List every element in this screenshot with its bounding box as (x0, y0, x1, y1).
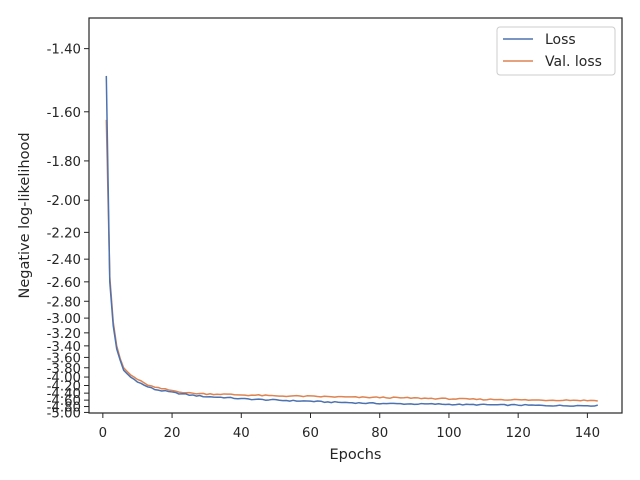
y-tick-label: -2.00 (47, 194, 81, 209)
y-tick-label: -1.60 (47, 106, 81, 121)
y-tick-label: -4.80 (47, 401, 81, 416)
y-tick-label: -2.80 (47, 295, 81, 310)
y-tick-label: -4.40 (47, 387, 81, 402)
y-tick-label: -5.00 (47, 406, 81, 421)
x-axis-ticks: 0 20 40 60 80 100 120 140 (99, 413, 600, 441)
y-tick-label: -3.60 (47, 351, 81, 366)
y-tick-label: -3.00 (47, 312, 81, 327)
y-tick-label: -1.80 (47, 155, 81, 170)
legend: Loss Val. loss (496, 26, 616, 76)
x-tick-label: 140 (575, 426, 600, 441)
y-tick-label: -4.00 (47, 371, 81, 386)
y-axis-label: Negative log-likelihood (17, 132, 33, 298)
plot-lines (105, 75, 598, 407)
x-tick-label: 120 (505, 426, 530, 441)
x-tick-label: 40 (233, 426, 250, 441)
y-tick-label: -2.60 (47, 276, 81, 291)
series-line-val-loss (105, 119, 598, 402)
y-tick-label: -3.20 (47, 327, 81, 342)
x-axis-label: Epochs (330, 447, 382, 463)
plot-frame (88, 17, 623, 414)
x-tick-label: 80 (371, 426, 388, 441)
y-tick-label: -1.40 (47, 43, 81, 58)
y-tick-label: -4.20 (47, 379, 81, 394)
y-axis-ticks: -1.40 -1.60 -1.80 -2.00 -2.20 -2.40 -2.60 -2.80… (47, 43, 89, 421)
legend-label: Val. loss (545, 54, 602, 70)
legend-label: Loss (545, 32, 576, 48)
x-tick-label: 20 (164, 426, 181, 441)
x-tick-label: 0 (99, 426, 107, 441)
y-tick-label: -2.40 (47, 253, 81, 268)
series-line-loss (105, 75, 598, 407)
y-tick-label: -2.20 (47, 226, 81, 241)
y-tick-label: -4.60 (47, 394, 81, 409)
x-tick-label: 100 (436, 426, 461, 441)
y-tick-label: -3.80 (47, 362, 81, 377)
y-tick-label: -3.40 (47, 340, 81, 355)
x-tick-label: 60 (302, 426, 319, 441)
